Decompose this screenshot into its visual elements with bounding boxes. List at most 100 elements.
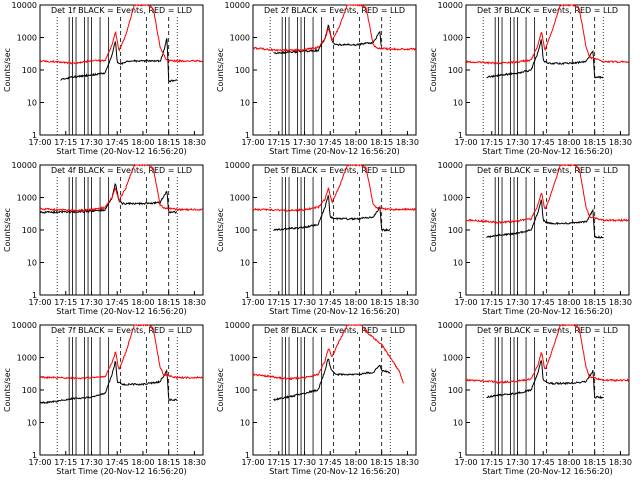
y-axis-label: Counts/sec — [3, 208, 12, 252]
y-tick-label: 10000 — [438, 321, 463, 330]
x-tick-label: 18:30 — [396, 138, 419, 147]
x-tick-label: 17:00 — [454, 458, 477, 467]
panel-title: Det 4f BLACK = Events, RED = LLD — [51, 166, 192, 175]
lld-series-line — [39, 324, 204, 380]
panel-9: Det 9f BLACK = Events, RED = LLD 1 10 100 10… — [429, 321, 632, 476]
x-tick-label: 17:30 — [80, 458, 103, 467]
plot-frame — [39, 324, 204, 456]
x-tick-label: 18:30 — [609, 298, 632, 307]
y-axis-label: Counts/sec — [3, 368, 12, 412]
x-tick-label: 17:15 — [267, 138, 290, 147]
lld-series-line — [465, 324, 630, 385]
y-tick-label: 1 — [245, 451, 250, 460]
y-tick-label: 10000 — [12, 1, 37, 10]
x-tick-label: 17:15 — [54, 458, 77, 467]
x-tick-label: 17:30 — [506, 138, 529, 147]
y-axis-label: Counts/sec — [3, 48, 12, 92]
panel-6: Det 6f BLACK = Events, RED = LLD 1 10 100 10… — [429, 161, 632, 316]
x-tick-label: 17:45 — [532, 138, 555, 147]
y-tick-label: 100 — [235, 66, 250, 75]
panel-title: Det 2f BLACK = Events, RED = LLD — [264, 6, 405, 15]
panel-7: Det 7f BLACK = Events, RED = LLD 1 10 100 10… — [3, 321, 206, 476]
events-series-line — [273, 24, 382, 55]
x-tick-label: 18:30 — [183, 458, 206, 467]
y-tick-label: 10000 — [225, 321, 250, 330]
y-tick-label: 1 — [458, 131, 463, 140]
y-tick-label: 10 — [240, 259, 250, 268]
y-tick-label: 1000 — [17, 34, 37, 43]
y-axis-label: Counts/sec — [429, 48, 438, 92]
panel-title: Det 1f BLACK = Events, RED = LLD — [51, 6, 192, 15]
x-tick-label: 17:00 — [28, 458, 51, 467]
y-tick-label: 100 — [235, 226, 250, 235]
y-axis-label: Counts/sec — [216, 48, 225, 92]
x-tick-label: 18:15 — [370, 458, 393, 467]
lld-series-line — [252, 4, 417, 52]
x-tick-label: 18:30 — [396, 458, 419, 467]
y-tick-label: 1 — [245, 131, 250, 140]
x-tick-label: 17:00 — [28, 138, 51, 147]
y-tick-label: 100 — [448, 66, 463, 75]
x-tick-label: 17:30 — [80, 138, 103, 147]
plot-frame — [252, 4, 417, 136]
plot-frame — [39, 4, 204, 136]
x-tick-label: 17:30 — [506, 298, 529, 307]
x-tick-label: 18:00 — [557, 298, 580, 307]
y-tick-label: 10 — [453, 419, 463, 428]
lld-series-line — [252, 324, 405, 384]
y-tick-label: 1 — [32, 131, 37, 140]
panel-title: Det 8f BLACK = Events, RED = LLD — [264, 326, 405, 335]
x-tick-label: 18:00 — [557, 138, 580, 147]
y-tick-label: 1 — [32, 451, 37, 460]
x-axis-label: Start Time (20-Nov-12 16:56:20) — [482, 467, 612, 476]
y-tick-label: 100 — [22, 386, 37, 395]
y-tick-label: 10000 — [438, 1, 463, 10]
x-axis-label: Start Time (20-Nov-12 16:56:20) — [56, 307, 186, 316]
y-tick-label: 10 — [27, 419, 37, 428]
x-tick-label: 18:00 — [131, 298, 154, 307]
lld-series-line — [39, 4, 203, 65]
y-axis-label: Counts/sec — [216, 368, 225, 412]
y-tick-label: 1000 — [230, 354, 250, 363]
panel-3: Det 3f BLACK = Events, RED = LLD 1 10 100 10… — [429, 1, 632, 156]
x-tick-label: 17:30 — [293, 298, 316, 307]
x-tick-label: 17:00 — [454, 138, 477, 147]
x-tick-label: 17:15 — [267, 298, 290, 307]
x-tick-label: 18:15 — [157, 298, 180, 307]
x-tick-label: 18:15 — [583, 138, 606, 147]
y-tick-label: 10 — [27, 259, 37, 268]
x-tick-label: 18:30 — [183, 298, 206, 307]
y-tick-label: 1000 — [230, 34, 250, 43]
x-axis-label: Start Time (20-Nov-12 16:56:20) — [269, 307, 399, 316]
y-tick-label: 1000 — [443, 354, 463, 363]
lld-series-line — [39, 164, 203, 213]
y-tick-label: 10000 — [438, 161, 463, 170]
y-tick-label: 10000 — [12, 321, 37, 330]
x-axis-label: Start Time (20-Nov-12 16:56:20) — [56, 467, 186, 476]
events-series-line — [60, 38, 178, 83]
x-tick-label: 18:00 — [557, 458, 580, 467]
panel-title: Det 9f BLACK = Events, RED = LLD — [477, 326, 618, 335]
x-tick-label: 17:15 — [54, 298, 77, 307]
x-tick-label: 17:15 — [480, 298, 503, 307]
x-tick-label: 17:00 — [28, 298, 51, 307]
y-tick-label: 10 — [27, 99, 37, 108]
y-tick-label: 100 — [235, 386, 250, 395]
x-tick-label: 18:00 — [344, 138, 367, 147]
panel-8: Det 8f BLACK = Events, RED = LLD 1 10 100 10… — [216, 321, 419, 476]
y-tick-label: 10 — [240, 99, 250, 108]
y-tick-label: 10 — [453, 99, 463, 108]
plot-frame — [465, 164, 630, 296]
x-tick-label: 17:30 — [293, 458, 316, 467]
y-tick-label: 1 — [245, 291, 250, 300]
x-tick-label: 17:00 — [241, 138, 264, 147]
y-tick-label: 1 — [458, 291, 463, 300]
x-tick-label: 18:15 — [370, 138, 393, 147]
x-tick-label: 18:15 — [157, 458, 180, 467]
y-tick-label: 100 — [448, 386, 463, 395]
lld-series-line — [465, 164, 630, 224]
y-tick-label: 100 — [22, 66, 37, 75]
events-series-line — [486, 39, 604, 80]
y-tick-label: 10000 — [12, 161, 37, 170]
